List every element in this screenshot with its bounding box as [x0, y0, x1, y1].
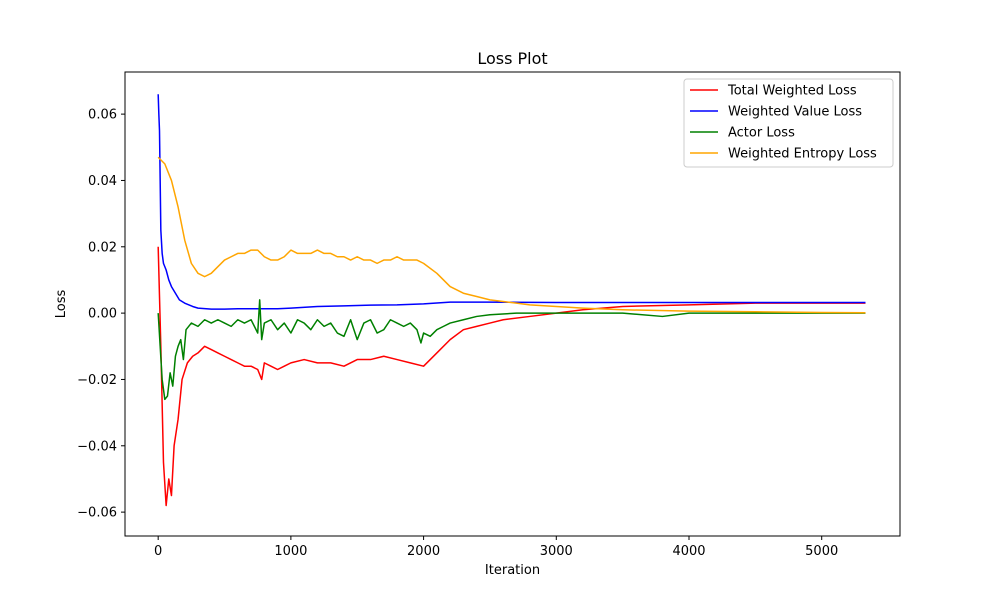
series-line-total-weighted-loss [157, 246, 866, 507]
x-tick-label: 1000 [274, 544, 307, 559]
series-line-actor-loss [157, 299, 866, 401]
y-tick-label: −0.06 [77, 506, 117, 521]
chart-title: Loss Plot [477, 49, 547, 68]
plot-frame [124, 71, 901, 537]
legend-box [683, 78, 894, 168]
x-tick-label: 0 [154, 544, 162, 559]
legend-item-weighted-value-loss: Weighted Value Loss [690, 105, 862, 120]
y-axis-label: Loss [54, 290, 69, 319]
x-tick-label: 5000 [805, 544, 838, 559]
y-tick-label: −0.04 [77, 439, 117, 454]
legend-item-actor-loss: Actor Loss [690, 126, 795, 141]
y-tick-label: −0.02 [77, 373, 117, 388]
x-tick-label: 4000 [672, 544, 705, 559]
y-axis-ticks: −0.06 −0.04 −0.02 0.00 0.02 0.04 0.06 [77, 108, 125, 521]
y-tick-label: 0.04 [88, 174, 117, 189]
legend: Total Weighted Loss Weighted Value Loss Ac… [683, 78, 894, 168]
y-tick-label: 0.00 [88, 307, 117, 322]
y-tick-label: 0.06 [88, 108, 117, 123]
x-axis-label: Iteration [485, 563, 540, 578]
legend-label: Actor Loss [728, 126, 795, 141]
legend-label: Total Weighted Loss [727, 84, 857, 99]
x-axis-ticks: 0 1000 2000 3000 4000 5000 [154, 536, 838, 559]
x-tick-label: 3000 [540, 544, 573, 559]
legend-label: Weighted Value Loss [728, 105, 862, 120]
x-tick-label: 2000 [407, 544, 440, 559]
series-line-weighted-entropy-loss [157, 156, 866, 314]
legend-item-weighted-entropy-loss: Weighted Entropy Loss [690, 147, 877, 162]
legend-label: Weighted Entropy Loss [728, 147, 877, 162]
series-lines [157, 94, 866, 507]
y-tick-label: 0.02 [88, 240, 117, 255]
legend-item-total-weighted-loss: Total Weighted Loss [690, 84, 857, 99]
